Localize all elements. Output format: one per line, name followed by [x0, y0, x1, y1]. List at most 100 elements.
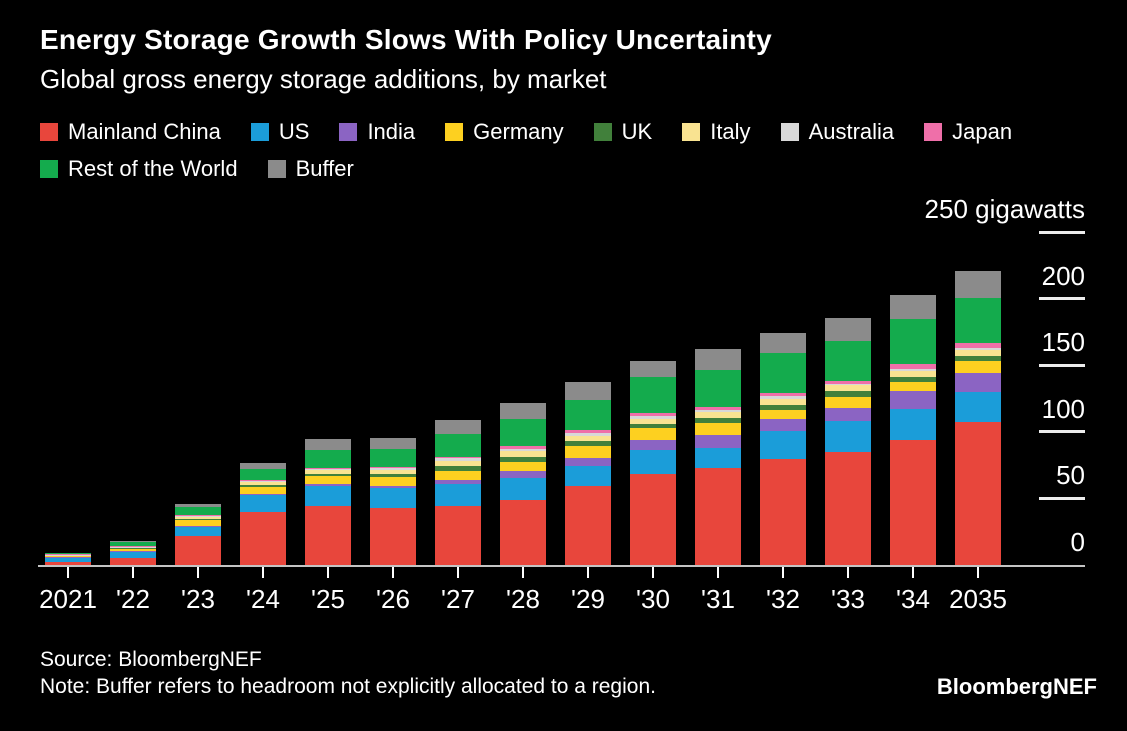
- x-axis-label: '28: [506, 584, 540, 614]
- bar-segment-uk: [305, 473, 351, 477]
- bar-segment-mainland-china: [565, 485, 611, 565]
- bar-segment-us: [760, 431, 806, 460]
- legend-swatch-icon: [40, 123, 58, 141]
- bar-segment-japan: [175, 515, 221, 516]
- legend-swatch-icon: [445, 123, 464, 141]
- bar-segment-buffer: [305, 439, 351, 451]
- y-axis-label: 200: [1041, 260, 1085, 291]
- bar-segment-us: [955, 391, 1001, 422]
- bar-segment-india: [565, 458, 611, 466]
- bar-segment-japan: [500, 445, 546, 449]
- y-axis-label: 250 gigawatts: [924, 194, 1085, 224]
- x-axis-tick: [587, 567, 589, 578]
- bar-segment-india: [695, 435, 741, 449]
- y-axis-label: 100: [1041, 393, 1085, 424]
- bar-segment-buffer: [435, 420, 481, 435]
- bar-segment-uk: [695, 417, 741, 424]
- bar-segment-rest-of-the-world: [110, 541, 156, 547]
- bar-segment-italy: [955, 349, 1001, 356]
- bar-segment-italy: [695, 412, 741, 418]
- legend-item-india: India: [339, 119, 415, 145]
- bar-segment-australia: [630, 416, 676, 420]
- legend-label: US: [278, 119, 310, 144]
- bar-segment-us: [45, 557, 91, 562]
- bar-segment-japan: [435, 456, 481, 459]
- x-axis-label: '29: [571, 584, 605, 614]
- bar-segment-japan: [370, 467, 416, 469]
- bar-segment-mainland-china: [630, 474, 676, 565]
- bar-segment-mainland-china: [500, 499, 546, 565]
- legend-item-germany: Germany: [445, 119, 564, 145]
- bar-segment-australia: [305, 468, 351, 470]
- legend-label: Mainland China: [68, 119, 221, 144]
- bar-segment-japan: [630, 413, 676, 417]
- x-axis-tick: [67, 567, 69, 578]
- x-axis-tick: [197, 567, 199, 578]
- bar-segment-buffer: [175, 503, 221, 508]
- bar-segment-us: [435, 483, 481, 506]
- x-axis-tick: [262, 567, 264, 578]
- bar-segment-india: [175, 525, 221, 527]
- y-axis-tick: [1039, 363, 1085, 367]
- legend-row: Mainland China US India Germany UK Italy Austr…: [40, 119, 1012, 145]
- x-axis-label: '33: [831, 584, 865, 614]
- bar-segment-india: [955, 373, 1001, 392]
- bar-segment-buffer: [825, 317, 871, 341]
- bar-segment-rest-of-the-world: [240, 469, 286, 481]
- bar-segment-us: [110, 551, 156, 558]
- bar-segment-germany: [45, 555, 91, 557]
- bar-segment-india: [890, 391, 936, 409]
- bloombergnef-logo: BloombergNEF: [936, 674, 1097, 699]
- bar-segment-mainland-china: [695, 468, 741, 565]
- bar-segment-us: [305, 485, 351, 507]
- legend-label: Australia: [808, 119, 895, 144]
- bar-segment-germany: [630, 428, 676, 440]
- x-axis-label: '26: [376, 584, 410, 614]
- legend-item-mainland-china: Mainland China: [40, 119, 221, 145]
- bar-segment-italy: [175, 516, 221, 520]
- bar-segment-mainland-china: [890, 440, 936, 565]
- x-axis-label: '31: [701, 584, 735, 614]
- legend-swatch-icon: [780, 123, 799, 141]
- bar-segment-us: [565, 465, 611, 486]
- x-axis-tick: [782, 567, 784, 578]
- bar-segment-germany: [500, 461, 546, 472]
- bar-segment-us: [695, 448, 741, 469]
- bar-segment-mainland-china: [305, 506, 351, 565]
- x-axis-tick: [652, 567, 654, 578]
- bar-segment-japan: [305, 467, 351, 469]
- bar-segment-italy: [305, 469, 351, 474]
- bar-segment-germany: [955, 360, 1001, 374]
- bar-segment-germany: [565, 446, 611, 459]
- bar-segment-buffer: [695, 348, 741, 371]
- y-axis-label: 50: [1056, 460, 1085, 491]
- bar-segment-rest-of-the-world: [955, 297, 1001, 344]
- bar-segment-australia: [825, 383, 871, 386]
- x-axis-tick: [457, 567, 459, 578]
- bar-segment-australia: [565, 433, 611, 436]
- bar-segment-uk: [955, 355, 1001, 361]
- x-axis-tick: [132, 567, 134, 578]
- bar-segment-us: [500, 478, 546, 500]
- bar-segment-rest-of-the-world: [890, 319, 936, 365]
- bar-segment-italy: [370, 469, 416, 475]
- x-axis-tick: [912, 567, 914, 578]
- x-axis-tick: [847, 567, 849, 578]
- bar-segment-germany: [370, 477, 416, 486]
- bar-segment-us: [240, 494, 286, 512]
- bar-segment-buffer: [500, 403, 546, 419]
- bar-segment-japan: [760, 393, 806, 397]
- legend-label: Italy: [710, 119, 751, 144]
- bar-segment-india: [760, 419, 806, 432]
- bar-segment-us: [175, 526, 221, 536]
- legend-label: India: [367, 119, 416, 144]
- bar-segment-japan: [890, 364, 936, 369]
- bar-segment-india: [500, 471, 546, 479]
- bar-segment-us: [825, 421, 871, 453]
- bar-segment-buffer: [240, 463, 286, 470]
- bar-segment-rest-of-the-world: [500, 419, 546, 446]
- bar-segment-italy: [435, 460, 481, 466]
- legend-swatch-icon: [924, 123, 943, 141]
- x-axis-tick: [392, 567, 394, 578]
- legend-item-rest-of-the-world: Rest of the World: [40, 156, 238, 182]
